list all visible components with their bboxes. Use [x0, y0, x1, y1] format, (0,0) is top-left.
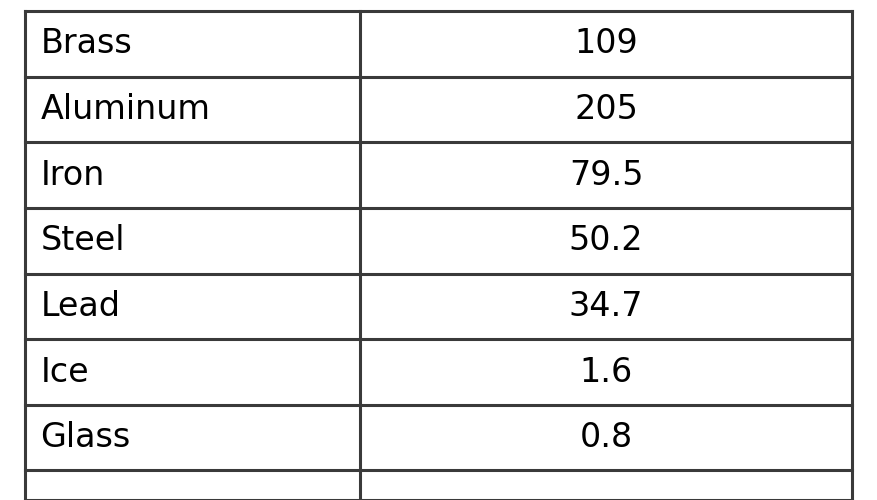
Text: Aluminum: Aluminum	[40, 93, 210, 126]
Text: 50.2: 50.2	[569, 224, 644, 257]
Text: 109: 109	[574, 28, 638, 60]
Text: 34.7: 34.7	[569, 290, 644, 323]
Text: Ice: Ice	[40, 356, 89, 388]
Text: 0.8: 0.8	[580, 421, 632, 454]
Text: Iron: Iron	[40, 158, 104, 192]
Text: Steel: Steel	[40, 224, 125, 257]
Text: 79.5: 79.5	[569, 158, 644, 192]
Text: Brass: Brass	[40, 28, 132, 60]
Text: Lead: Lead	[40, 290, 120, 323]
Text: Glass: Glass	[40, 421, 131, 454]
Text: 1.6: 1.6	[580, 356, 633, 388]
Text: 205: 205	[574, 93, 638, 126]
